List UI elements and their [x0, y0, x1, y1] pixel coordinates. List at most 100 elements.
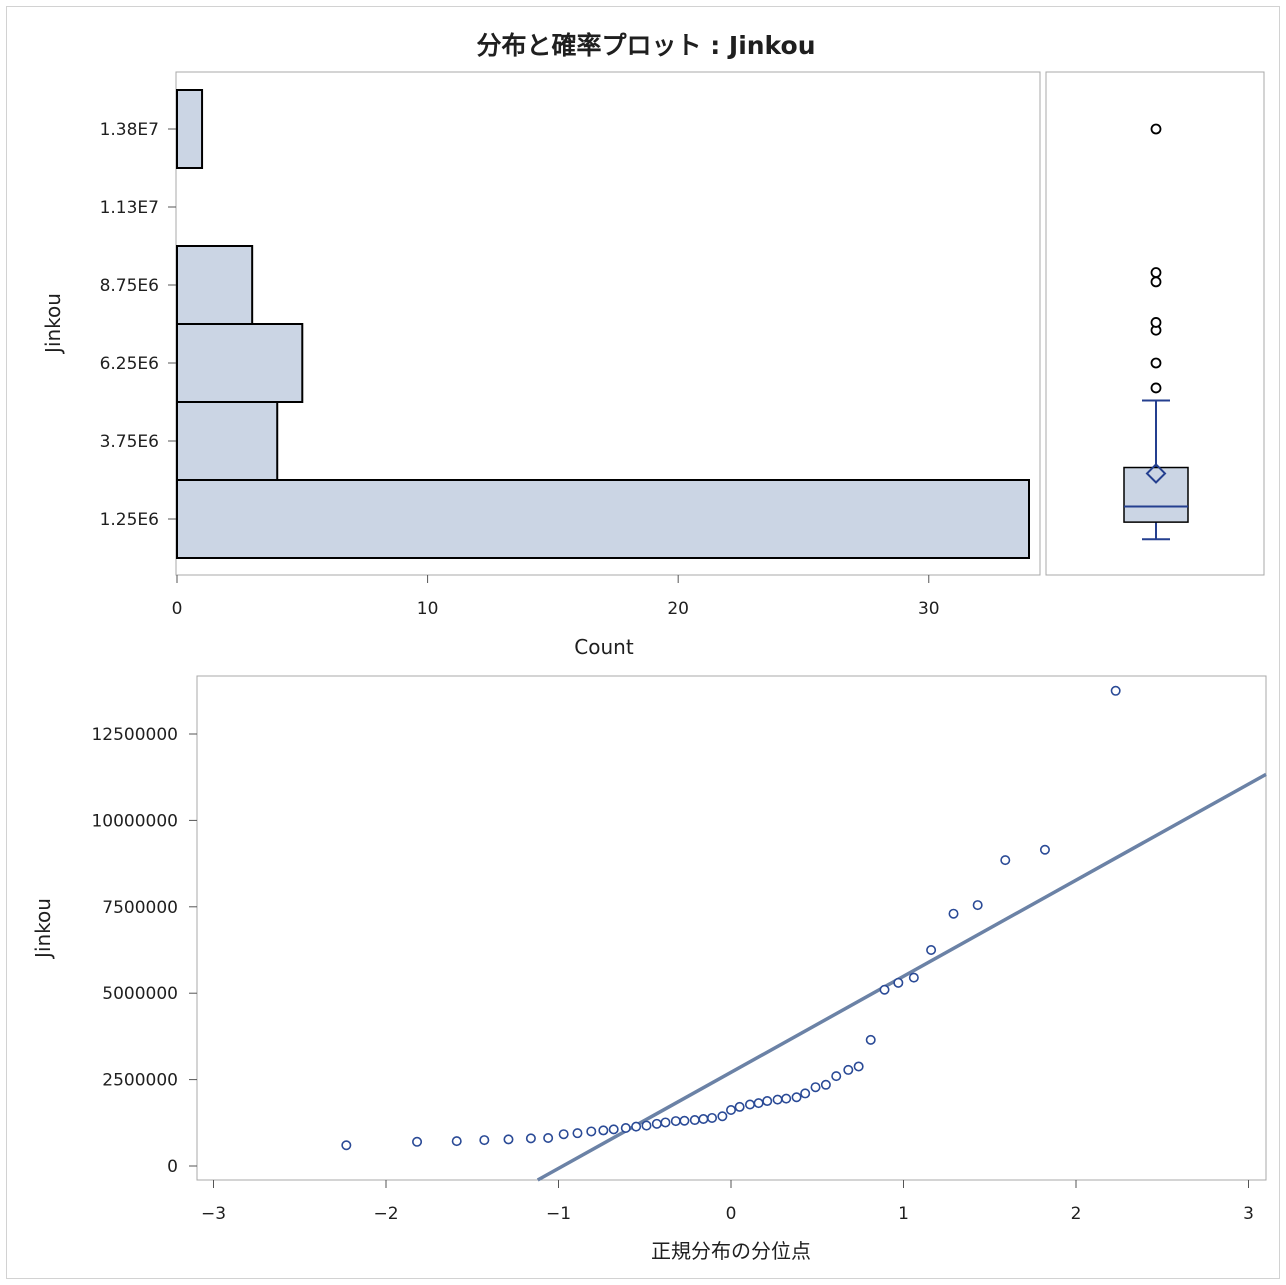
- probability-x-axis-label: 正規分布の分位点: [651, 1239, 811, 1263]
- probability-point: [820, 1079, 831, 1090]
- histogram-y-tick-label: 8.75E6: [100, 276, 159, 296]
- histogram-y-tick-label: 6.25E6: [100, 354, 159, 374]
- probability-point: [948, 908, 959, 919]
- probability-point: [791, 1092, 802, 1103]
- figure-border: [6, 6, 1280, 1279]
- probability-point: [586, 1126, 597, 1137]
- probability-point: [734, 1101, 745, 1112]
- histogram-y-tick-label: 1.25E6: [100, 510, 159, 530]
- histogram-panel: 1.25E6 3.75E6 6.25E6 8.75E6 1.13E7 1.38E7 0 10…: [41, 71, 1041, 659]
- histogram-x-tick-label: 30: [918, 599, 940, 619]
- probability-point: [341, 1140, 352, 1151]
- probability-point: [641, 1120, 652, 1131]
- histogram-bar: [176, 401, 279, 481]
- chart-title: 分布と確率プロット : Jinkou: [476, 31, 815, 60]
- boxplot-mean-marker: [1145, 463, 1167, 484]
- histogram-bar: [176, 323, 304, 403]
- probability-x-tick-label: 1: [898, 1204, 909, 1224]
- probability-point: [1039, 844, 1050, 855]
- boxplot-outlier: [1150, 276, 1162, 288]
- probability-point: [831, 1071, 842, 1082]
- histogram-y-tick-label: 3.75E6: [100, 432, 159, 452]
- probability-point: [608, 1124, 619, 1135]
- probability-point: [598, 1125, 609, 1136]
- probability-point: [503, 1134, 514, 1145]
- probability-point: [660, 1117, 671, 1128]
- probability-point: [620, 1122, 631, 1133]
- reference-line: [536, 772, 1267, 1182]
- boxplot-panel: [1045, 71, 1265, 576]
- probability-point: [744, 1099, 755, 1110]
- probability-point: [725, 1105, 736, 1116]
- probability-point: [972, 900, 983, 911]
- probability-point: [543, 1133, 554, 1144]
- histogram-y-tick-label: 1.13E7: [100, 198, 159, 218]
- probability-plot-panel: 0 2500000 5000000 7500000 10000000 12500000 −…: [31, 675, 1267, 1263]
- probability-x-axis: −3 −2 −1 0 1 2 3: [201, 1180, 1254, 1224]
- probability-points: [341, 685, 1121, 1151]
- probability-y-tick-label: 7500000: [102, 898, 178, 918]
- probability-y-axis: 0 2500000 5000000 7500000 10000000 12500000: [91, 725, 197, 1177]
- histogram-y-axis: 1.25E6 3.75E6 6.25E6 8.75E6 1.13E7 1.38E7: [100, 120, 176, 530]
- probability-y-tick-label: 0: [167, 1157, 178, 1177]
- probability-point: [800, 1088, 811, 1099]
- histogram-y-axis-label: Jinkou: [41, 293, 65, 355]
- histogram-x-tick-label: 20: [667, 599, 689, 619]
- probability-y-tick-label: 5000000: [102, 984, 178, 1004]
- histogram-x-axis-label: Count: [574, 635, 634, 659]
- probability-y-tick-label: 2500000: [102, 1071, 178, 1091]
- probability-point: [689, 1115, 700, 1126]
- histogram-bars: [176, 89, 1030, 559]
- probability-point: [908, 972, 919, 983]
- probability-point: [631, 1121, 642, 1132]
- probability-point: [717, 1111, 728, 1122]
- probability-y-tick-label: 12500000: [91, 725, 178, 745]
- probability-point: [679, 1115, 690, 1126]
- boxplot-frame: [1045, 71, 1265, 576]
- probability-point: [772, 1094, 783, 1105]
- probability-point: [707, 1112, 718, 1123]
- histogram-y-tick-label: 1.38E7: [100, 120, 159, 140]
- histogram-bar: [176, 479, 1030, 559]
- boxplot-outlier: [1150, 123, 1162, 135]
- reference-line-group: [536, 772, 1267, 1182]
- probability-point: [762, 1096, 773, 1107]
- probability-x-tick-label: −3: [201, 1204, 226, 1224]
- probability-point: [698, 1113, 709, 1124]
- probability-point: [670, 1116, 681, 1127]
- probability-point: [525, 1133, 536, 1144]
- probability-point: [865, 1034, 876, 1045]
- probability-point: [843, 1064, 854, 1075]
- probability-point: [810, 1082, 821, 1093]
- probability-point: [558, 1129, 569, 1140]
- probability-x-tick-label: −2: [373, 1204, 398, 1224]
- histogram-x-tick-label: 10: [417, 599, 439, 619]
- probability-x-tick-label: 3: [1243, 1204, 1254, 1224]
- probability-point: [853, 1061, 864, 1072]
- probability-point: [926, 944, 937, 955]
- boxplot-outlier: [1150, 317, 1162, 328]
- boxplot-outlier: [1150, 357, 1162, 369]
- probability-y-tick-label: 10000000: [91, 811, 178, 831]
- probability-point: [753, 1098, 764, 1109]
- probability-point: [1110, 685, 1121, 696]
- boxplot-outlier: [1150, 382, 1162, 394]
- histogram-bar: [176, 89, 204, 169]
- probability-point: [781, 1093, 792, 1104]
- probability-point: [1000, 855, 1011, 866]
- probability-point: [651, 1118, 662, 1129]
- probability-point: [572, 1128, 583, 1139]
- probability-x-tick-label: 0: [726, 1204, 737, 1224]
- probability-point: [479, 1135, 490, 1146]
- probability-point: [893, 977, 904, 988]
- histogram-bar: [176, 245, 254, 325]
- probability-point: [412, 1136, 423, 1147]
- probability-y-axis-label: Jinkou: [31, 898, 55, 960]
- histogram-x-tick-label: 0: [172, 599, 183, 619]
- boxplot-box: [1123, 466, 1189, 523]
- probability-point: [451, 1136, 462, 1147]
- boxplot-marks: [1123, 123, 1189, 541]
- probability-x-tick-label: 2: [1071, 1204, 1082, 1224]
